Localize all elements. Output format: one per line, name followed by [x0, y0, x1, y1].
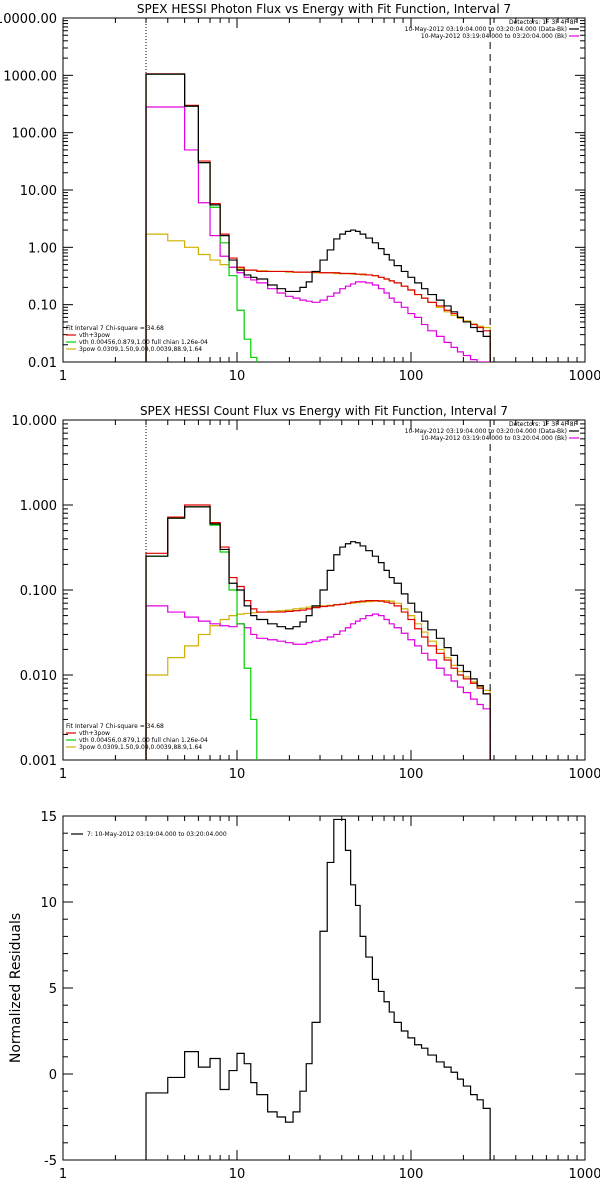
series-line-model: [146, 74, 490, 362]
x-tick-label: 1000: [568, 1167, 600, 1182]
fit-header: Fit Interval 7 Chi-square = 34.68: [66, 723, 164, 730]
series-line-bk: [146, 107, 490, 362]
fit-legend-text: 3pow 0.0309,1.50,9.09,0.0039,88.9,1.64: [79, 346, 202, 353]
fit-legend-text: vth 0.00456,0.879,1.00 full chian 1.26e-…: [79, 737, 208, 744]
x-tick-label: 100: [399, 369, 424, 384]
chart-title: SPEX HESSI Count Flux vs Energy with Fit…: [140, 404, 508, 418]
series-group: [146, 505, 490, 760]
y-tick-label: 1.000: [20, 499, 57, 514]
series-line-data: [146, 507, 490, 760]
y-tick-label: 1.00: [28, 241, 57, 256]
y-tick-label: 10: [40, 896, 57, 911]
x-tick-label: 1: [59, 767, 67, 782]
plot-frame: [63, 816, 585, 1160]
series-line-model: [146, 505, 490, 760]
y-tick-label: 0.010: [20, 669, 57, 684]
legend-text: 10-May-2012 03:19:04.000 to 03:20:04.000…: [405, 26, 567, 33]
legend-text: 10-May-2012 03:19:04.000 to 03:20:04.000…: [421, 435, 567, 442]
y-tick-label: 1000.00: [3, 69, 57, 84]
fit-header: Fit Interval 7 Chi-square = 34.68: [66, 325, 164, 332]
x-tick-label: 10: [229, 767, 246, 782]
plot-frame: [63, 18, 585, 362]
series-line-data: [146, 74, 490, 362]
y-tick-label: -5: [44, 1154, 57, 1169]
y-tick-label: 100.00: [12, 127, 58, 142]
chart-panel-1: SPEX HESSI Photon Flux vs Energy with Fi…: [0, 2, 600, 384]
series-group: [146, 74, 490, 362]
fit-legend-text: vth+3pow: [79, 332, 110, 339]
x-tick-label: 1000: [568, 767, 600, 782]
series-line-vth: [146, 74, 257, 362]
x-tick-label: 10: [229, 1167, 246, 1182]
y-tick-label: 0.10: [28, 299, 57, 314]
y-tick-label: 15: [40, 810, 57, 825]
series-line-resid: [146, 819, 490, 1160]
y-tick-label: 5: [49, 982, 57, 997]
detectors-label: Detectors: 1F 3F 4F 8F: [509, 19, 578, 26]
y-tick-label: 0.01: [28, 356, 57, 371]
y-axis-label: Normalized Residuals: [8, 913, 24, 1063]
fit-legend-text: 3pow 0.0309,1.50,9.09,0.0039,88.9,1.64: [79, 744, 202, 751]
x-tick-label: 10: [229, 369, 246, 384]
y-tick-label: 10.000: [12, 414, 58, 429]
y-tick-label: 10000.00: [0, 12, 57, 27]
series-group: [146, 819, 490, 1160]
fit-legend-text: vth+3pow: [79, 730, 110, 737]
y-tick-label: 0.100: [20, 584, 57, 599]
legend-text: 10-May-2012 03:19:04.000 to 03:20:04.000…: [405, 428, 567, 435]
x-tick-label: 1: [59, 369, 67, 384]
legend-text: 10-May-2012 03:19:04.000 to 03:20:04.000…: [421, 33, 567, 40]
x-tick-label: 1000: [568, 369, 600, 384]
legend-text: 7: 10-May-2012 03:19:04.000 to 03:20:04.…: [87, 831, 227, 838]
detectors-label: Detectors: 1F 3F 4F 8F: [509, 421, 578, 428]
fit-legend-text: vth 0.00456,0.879,1.00 full chian 1.26e-…: [79, 339, 208, 346]
y-tick-label: 0: [49, 1068, 57, 1083]
y-tick-label: 10.00: [20, 184, 57, 199]
chart-panel-3: 1 10 100 1000 -5 0 5 10 15 Normalized Residuals 7:…: [8, 810, 600, 1182]
x-tick-label: 100: [399, 767, 424, 782]
y-tick-label: 0.001: [20, 754, 57, 769]
x-tick-label: 1: [59, 1167, 67, 1182]
chart-title: SPEX HESSI Photon Flux vs Energy with Fi…: [137, 2, 511, 16]
chart-panel-2: SPEX HESSI Count Flux vs Energy with Fit…: [12, 404, 600, 782]
x-tick-label: 100: [399, 1167, 424, 1182]
